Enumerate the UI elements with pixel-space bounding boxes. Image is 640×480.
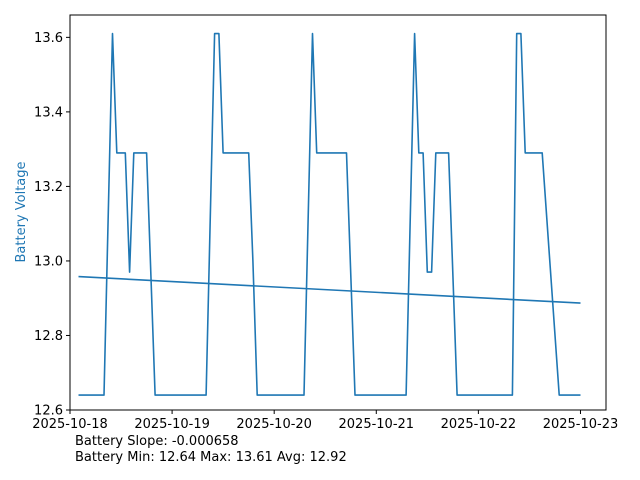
y-tick-label: 12.8	[34, 329, 63, 344]
battery-stats-text: Battery Min: 12.64 Max: 13.61 Avg: 12.92	[75, 450, 347, 465]
x-tick-label: 2025-10-21	[339, 417, 415, 432]
y-tick-label: 13.4	[34, 105, 63, 120]
y-axis: 12.6 12.8 13.0 13.2 13.4 13.6	[34, 31, 70, 419]
y-axis-label: Battery Voltage	[14, 161, 29, 262]
y-tick-label: 13.6	[34, 31, 63, 46]
x-tick-label: 2025-10-18	[32, 417, 108, 432]
battery-slope-text: Battery Slope: -0.000658	[75, 434, 239, 449]
x-tick-label: 2025-10-23	[543, 417, 619, 432]
voltage-trend-line	[78, 275, 581, 304]
y-tick-label: 13.2	[34, 180, 63, 195]
voltage-series-line	[78, 32, 581, 396]
x-tick-label: 2025-10-19	[134, 417, 210, 432]
x-tick-label: 2025-10-20	[236, 417, 312, 432]
x-tick-label: 2025-10-22	[441, 417, 517, 432]
y-tick-label: 12.6	[34, 404, 63, 419]
plot-frame	[69, 14, 607, 411]
y-tick-label: 13.0	[34, 254, 63, 269]
x-axis: 2025-10-18 2025-10-19 2025-10-20 2025-10-21…	[32, 410, 618, 432]
plot-content	[78, 32, 581, 396]
